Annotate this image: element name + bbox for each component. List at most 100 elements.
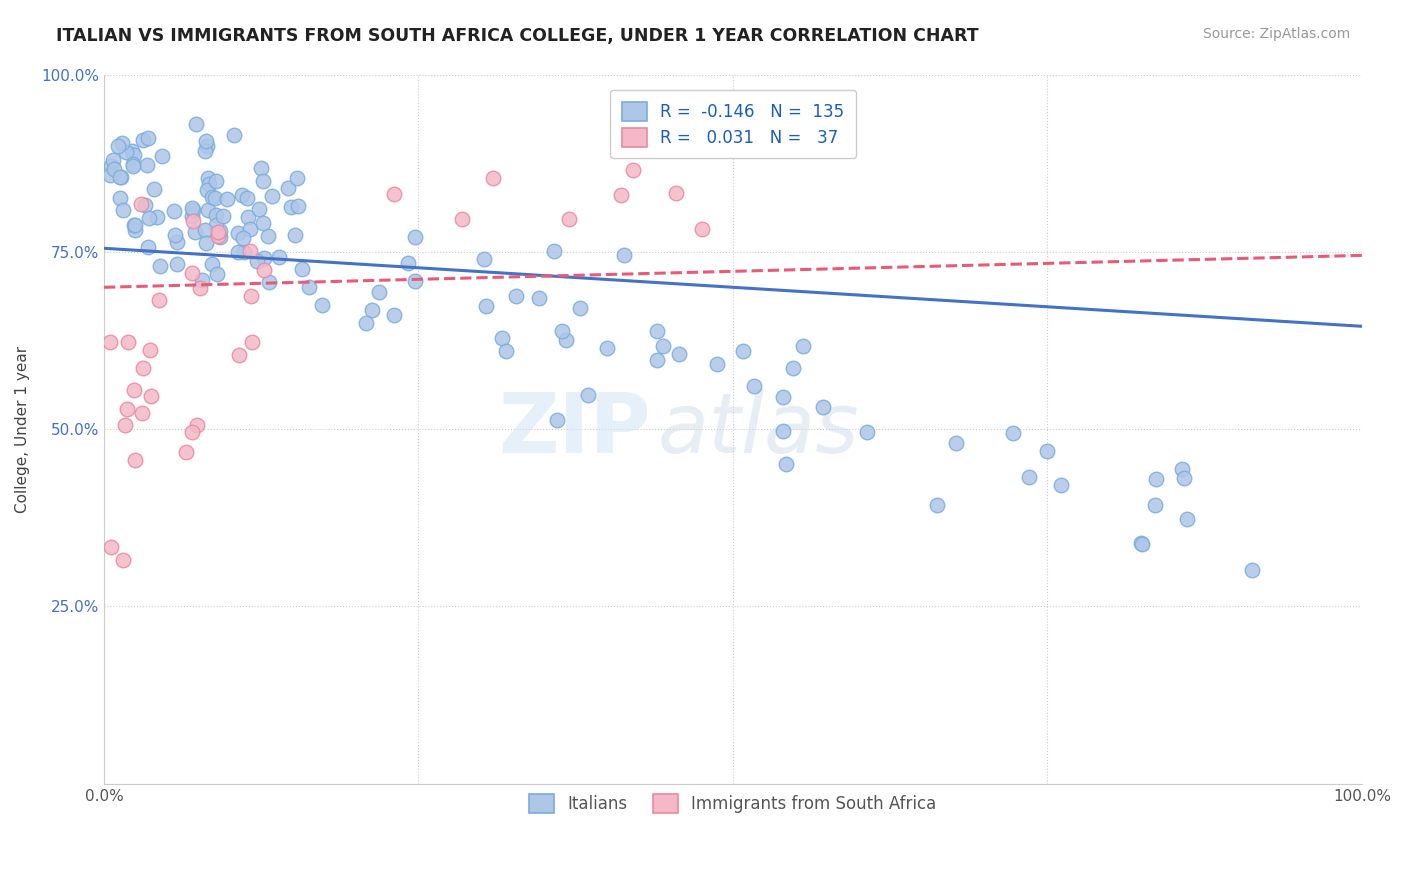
Point bbox=[1144, 471, 1167, 485]
Text: ZIP: ZIP bbox=[499, 389, 651, 469]
Point bbox=[163, 204, 186, 219]
Point bbox=[201, 257, 224, 271]
Point bbox=[205, 208, 228, 222]
Point bbox=[472, 252, 495, 267]
Point bbox=[166, 257, 188, 271]
Point bbox=[205, 174, 228, 188]
Point bbox=[136, 131, 159, 145]
Point bbox=[811, 400, 834, 414]
Point bbox=[207, 267, 229, 281]
Point bbox=[110, 169, 132, 184]
Point bbox=[404, 274, 426, 288]
Point bbox=[231, 188, 253, 202]
Point bbox=[194, 134, 217, 148]
Point bbox=[131, 406, 153, 420]
Point bbox=[100, 540, 122, 554]
Point bbox=[474, 299, 496, 313]
Point bbox=[122, 218, 145, 232]
Point bbox=[856, 425, 879, 439]
Point bbox=[551, 324, 574, 338]
Point bbox=[246, 253, 269, 268]
Point bbox=[495, 343, 517, 358]
Point bbox=[450, 211, 472, 226]
Point bbox=[1144, 498, 1167, 512]
Point bbox=[481, 170, 503, 185]
Point bbox=[181, 201, 204, 215]
Point bbox=[190, 273, 212, 287]
Point bbox=[110, 169, 132, 184]
Point bbox=[1173, 471, 1195, 485]
Point bbox=[138, 343, 160, 358]
Point bbox=[122, 383, 145, 397]
Point bbox=[138, 211, 160, 225]
Point bbox=[238, 210, 260, 224]
Point bbox=[215, 192, 238, 206]
Point bbox=[111, 202, 134, 217]
Point bbox=[1240, 563, 1263, 577]
Point bbox=[1002, 426, 1025, 441]
Point bbox=[529, 292, 551, 306]
Point bbox=[209, 230, 232, 244]
Point bbox=[195, 139, 218, 153]
Point bbox=[257, 228, 280, 243]
Point bbox=[204, 191, 226, 205]
Point bbox=[121, 160, 143, 174]
Point bbox=[558, 211, 581, 226]
Point bbox=[311, 298, 333, 312]
Point bbox=[100, 159, 122, 173]
Point bbox=[240, 334, 263, 349]
Point bbox=[621, 162, 644, 177]
Point bbox=[107, 139, 129, 153]
Point bbox=[665, 186, 688, 200]
Point bbox=[382, 187, 405, 202]
Point bbox=[114, 418, 136, 433]
Point bbox=[782, 360, 804, 375]
Point bbox=[239, 244, 262, 258]
Point bbox=[190, 281, 212, 295]
Point bbox=[124, 453, 146, 467]
Point bbox=[253, 251, 276, 265]
Point bbox=[132, 133, 155, 147]
Point bbox=[354, 316, 377, 330]
Point bbox=[925, 498, 948, 512]
Point bbox=[546, 413, 568, 427]
Point bbox=[146, 211, 169, 225]
Point bbox=[360, 302, 382, 317]
Point bbox=[165, 228, 187, 243]
Point bbox=[111, 136, 134, 151]
Point bbox=[101, 153, 124, 167]
Point bbox=[269, 250, 291, 264]
Point bbox=[652, 339, 675, 353]
Point bbox=[554, 333, 576, 347]
Point bbox=[124, 219, 146, 233]
Point bbox=[200, 190, 222, 204]
Point bbox=[596, 341, 619, 355]
Point bbox=[1018, 469, 1040, 483]
Point bbox=[283, 227, 305, 242]
Point bbox=[1129, 536, 1152, 550]
Point bbox=[285, 171, 308, 186]
Point bbox=[181, 202, 204, 217]
Point bbox=[195, 236, 218, 251]
Point bbox=[491, 331, 513, 345]
Point bbox=[260, 188, 283, 202]
Point bbox=[1130, 536, 1153, 550]
Point bbox=[742, 378, 765, 392]
Point bbox=[568, 301, 591, 315]
Point bbox=[291, 262, 314, 277]
Point bbox=[772, 424, 794, 438]
Point bbox=[184, 225, 207, 239]
Point bbox=[772, 390, 794, 404]
Text: ITALIAN VS IMMIGRANTS FROM SOUTH AFRICA COLLEGE, UNDER 1 YEAR CORRELATION CHART: ITALIAN VS IMMIGRANTS FROM SOUTH AFRICA … bbox=[56, 27, 979, 45]
Point bbox=[209, 224, 232, 238]
Point bbox=[236, 191, 259, 205]
Point bbox=[207, 226, 229, 240]
Point bbox=[240, 288, 263, 302]
Point bbox=[112, 553, 135, 567]
Point bbox=[228, 226, 250, 240]
Point bbox=[195, 183, 218, 197]
Point bbox=[110, 191, 132, 205]
Point bbox=[134, 198, 156, 212]
Point bbox=[117, 402, 139, 417]
Text: Source: ZipAtlas.com: Source: ZipAtlas.com bbox=[1202, 27, 1350, 41]
